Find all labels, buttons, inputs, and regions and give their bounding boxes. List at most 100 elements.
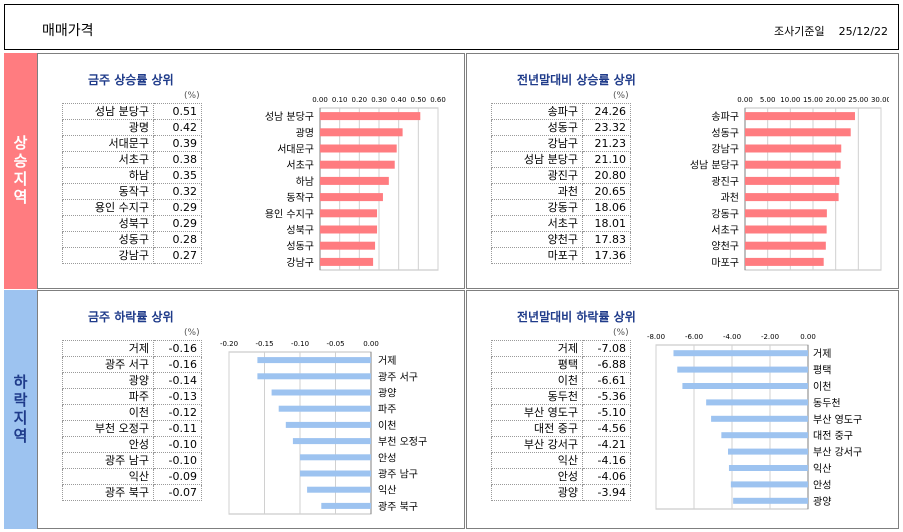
region-name: 안성 (491, 468, 583, 485)
bar (728, 448, 808, 455)
panel-year-rise: 전년말대비 상승률 상위 (%) 송파구 24.26 성동구 23.32 강남구 21.2… (466, 53, 899, 289)
tick-label: -0.05 (326, 340, 344, 348)
region-value: -0.16 (153, 340, 202, 357)
region-value: -4.56 (582, 420, 631, 437)
bar (745, 176, 840, 185)
region-value: -4.16 (582, 452, 631, 469)
region-value: 0.29 (153, 199, 202, 216)
table-row: 부천 오정구 -0.11 (62, 420, 202, 437)
bar (257, 357, 371, 364)
tick-label: -8.00 (647, 333, 665, 341)
region-value: -4.06 (582, 468, 631, 485)
survey-date-label: 조사기준일 (773, 25, 825, 38)
bar (745, 193, 839, 202)
category-label: 광명 (296, 127, 314, 139)
region-value: 0.51 (153, 103, 202, 120)
region-value: 0.42 (153, 119, 202, 136)
region-name: 하남 (62, 167, 154, 184)
table-row: 거제 -7.08 (491, 340, 631, 357)
region-value: 0.35 (153, 167, 202, 184)
table-row: 강남구 21.23 (491, 135, 631, 152)
bar (257, 373, 371, 380)
region-name: 거제 (62, 340, 154, 357)
table-row: 성남 분당구 21.10 (491, 151, 631, 168)
region-name: 평택 (491, 356, 583, 373)
category-label: 부산 영도구 (813, 414, 862, 426)
category-label: 부천 오정구 (378, 436, 427, 448)
category-label: 성남 분당구 (265, 111, 314, 123)
bar-chart: -8.00 -6.00 -4.00 -2.00 0.00 거제 평택 이천 동두천 부산 영도구 대… (643, 329, 895, 519)
category-label: 강동구 (711, 208, 739, 220)
bar (745, 241, 826, 250)
table-row: 동작구 0.32 (62, 183, 202, 200)
panel-title: 전년말대비 상승률 상위 (517, 73, 636, 87)
region-value: -0.14 (153, 372, 202, 389)
region-value: 17.36 (582, 247, 631, 264)
region-name: 익산 (62, 468, 154, 485)
tick-label: 10.00 (780, 96, 800, 104)
region-name: 마포구 (491, 247, 583, 264)
region-name: 광진구 (491, 167, 583, 184)
category-label: 용인 수지구 (265, 208, 314, 220)
region-value: -0.10 (153, 452, 202, 469)
category-label: 동두천 (813, 397, 841, 409)
survey-date-info: 조사기준일 25/12/22 (774, 23, 888, 39)
region-name: 동작구 (62, 183, 154, 200)
category-label: 파주 (378, 404, 396, 416)
bar (320, 176, 389, 185)
region-value: 17.83 (582, 231, 631, 248)
region-value: 21.10 (582, 151, 631, 168)
bar (721, 432, 808, 439)
category-label: 대전 중구 (813, 430, 853, 442)
bar (300, 454, 371, 461)
category-label: 평택 (813, 365, 831, 377)
bar (711, 415, 808, 422)
region-value: -3.94 (582, 484, 631, 501)
table-row: 안성 -0.10 (62, 436, 202, 453)
bar (730, 481, 808, 488)
table-row: 광주 남구 -0.10 (62, 452, 202, 469)
table-row: 과천 20.65 (491, 183, 631, 200)
region-value: 0.38 (153, 151, 202, 168)
tick-label: 15.00 (803, 96, 823, 104)
panel-week-fall: 금주 하락률 상위 (%) 거제 -0.16 광주 서구 -0.16 광양 -0.14 파주… (37, 290, 465, 529)
category-label: 양천구 (711, 241, 739, 253)
tick-label: 0.00 (363, 340, 379, 348)
bar (745, 257, 824, 266)
category-label: 광주 북구 (378, 501, 418, 513)
region-name: 강남구 (491, 135, 583, 152)
region-name: 과천 (491, 183, 583, 200)
region-name: 성동구 (491, 119, 583, 136)
region-name: 이천 (491, 372, 583, 389)
table-row: 광양 -0.14 (62, 372, 202, 389)
chart-svg: 0.00 5.00 10.00 15.00 20.00 25.00 30.00 송파구성동구강… (690, 96, 891, 271)
panel-year-fall: 전년말대비 하락률 상위 (%) 거제 -7.08 평택 -6.88 이천 -6.61 동두… (466, 290, 899, 529)
unit-label: (%) (613, 328, 629, 338)
category-label: 마포구 (711, 257, 739, 269)
table-row: 부산 영도구 -5.10 (491, 404, 631, 421)
tick-label: 30.00 (871, 96, 889, 104)
tick-label: -4.00 (723, 333, 741, 341)
region-value: 0.28 (153, 231, 202, 248)
category-label: 익산 (378, 485, 396, 497)
category-label: 강남구 (711, 144, 739, 156)
table-row: 익산 -4.16 (491, 452, 631, 469)
bar (320, 193, 383, 202)
category-label: 과천 (721, 192, 739, 204)
region-value: 23.32 (582, 119, 631, 136)
bar (292, 438, 371, 445)
table-row: 서대문구 0.39 (62, 135, 202, 152)
tick-label: 0.50 (411, 96, 427, 104)
table-row: 성북구 0.29 (62, 215, 202, 232)
table-row: 용인 수지구 0.29 (62, 199, 202, 216)
category-label: 이천 (378, 420, 396, 432)
region-value: 24.26 (582, 103, 631, 120)
region-name: 광명 (62, 119, 154, 136)
tick-label: 20.00 (826, 96, 846, 104)
region-value: -0.07 (153, 484, 202, 501)
bar (278, 405, 371, 412)
bar (745, 128, 851, 137)
region-value: 20.80 (582, 167, 631, 184)
bar (745, 209, 827, 218)
category-label: 성남 분당구 (690, 160, 739, 172)
